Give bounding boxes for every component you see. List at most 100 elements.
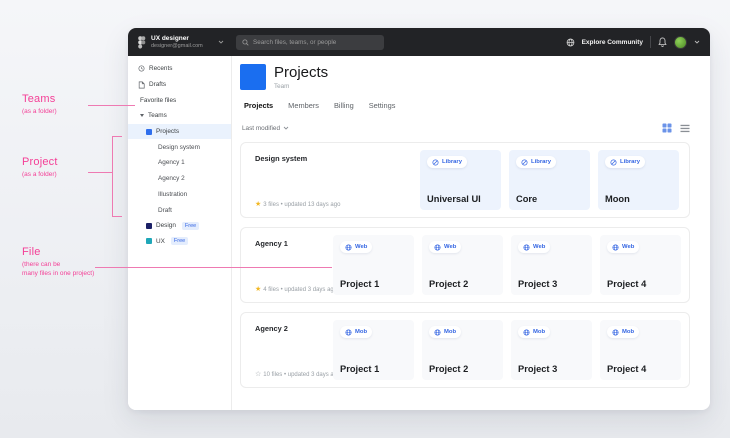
file-tile-project-1[interactable]: Mob Project 1 <box>333 320 414 380</box>
sidebar-item-label: Agency 1 <box>158 159 185 167</box>
file-tile-universal-ui[interactable]: Library Universal UI <box>420 150 501 210</box>
sidebar-project-design-system[interactable]: Design system <box>128 139 231 155</box>
caret-down-icon <box>140 114 144 118</box>
tab-billing[interactable]: Billing <box>333 101 354 110</box>
chevron-down-icon[interactable] <box>694 40 700 44</box>
file-tile-project-1[interactable]: Web Project 1 <box>333 235 414 295</box>
file-tile-project-4[interactable]: Mob Project 4 <box>600 320 681 380</box>
sidebar-item-recents[interactable]: Recents <box>128 61 231 77</box>
workspace-name: UX designer <box>151 35 189 42</box>
file-tile-core[interactable]: Library Core <box>509 150 590 210</box>
file-type-badge: Mob <box>340 326 373 338</box>
team-avatar <box>240 64 266 90</box>
sidebar-item-label: Favorite files <box>140 96 177 104</box>
file-type-badge: Web <box>429 241 462 253</box>
page-header: Projects Team <box>240 64 690 90</box>
annotation-file-subtitle: (there can be many files in one project) <box>22 261 95 278</box>
tab-projects[interactable]: Projects <box>244 101 274 110</box>
annotation-project-bracket-bottom <box>112 215 122 217</box>
annotation-project-line <box>88 172 112 174</box>
sidebar-item-label: Design system <box>158 143 200 151</box>
mob-globe-icon <box>345 328 352 336</box>
annotation-teams-subtitle: (as a folder) <box>22 108 57 115</box>
project-name: Agency 1 <box>255 239 288 248</box>
sidebar-project-illustration[interactable]: Illustration <box>128 187 231 203</box>
view-toggles <box>662 123 690 133</box>
sidebar-team-projects[interactable]: Projects <box>128 123 231 140</box>
team-color-icon <box>146 222 152 229</box>
app-window: UX designer designer@gmail.com <box>128 28 710 410</box>
star-icon[interactable]: ☆ <box>255 371 262 378</box>
project-name: Design system <box>255 154 308 163</box>
sidebar-item-label: Teams <box>148 112 167 120</box>
sidebar-project-agency-1[interactable]: Agency 1 <box>128 155 231 171</box>
web-globe-icon <box>434 243 441 251</box>
user-avatar[interactable] <box>674 35 687 49</box>
sidebar-item-label: Illustration <box>158 190 188 198</box>
file-tile-moon[interactable]: Library Moon <box>598 150 679 210</box>
sort-label: Last modified <box>242 124 281 132</box>
sidebar-item-drafts[interactable]: Drafts <box>128 77 231 93</box>
sidebar-item-teams[interactable]: Teams <box>128 108 231 124</box>
sidebar-project-agency-2[interactable]: Agency 2 <box>128 171 231 187</box>
sidebar-team-design[interactable]: Design Free <box>128 218 231 234</box>
file-tile-project-3[interactable]: Web Project 3 <box>511 235 592 295</box>
sidebar-team-ux[interactable]: UX Free <box>128 234 231 250</box>
grid-view-icon <box>662 123 672 133</box>
chevron-down-icon <box>218 40 224 44</box>
free-plan-badge: Free <box>170 237 189 246</box>
bell-icon[interactable] <box>658 37 667 47</box>
file-name: Project 4 <box>607 279 647 289</box>
workspace-text: UX designer designer@gmail.com <box>151 35 213 49</box>
topbar-right: Explore Community <box>566 35 710 49</box>
sidebar-item-favorite-files[interactable]: Favorite files <box>128 92 231 108</box>
sidebar-item-label: UX <box>156 237 165 245</box>
file-tile-project-2[interactable]: Web Project 2 <box>422 235 503 295</box>
annotation-project: Project (as a folder) <box>22 156 58 179</box>
sidebar-project-draft[interactable]: Draft <box>128 202 231 218</box>
file-tile-project-3[interactable]: Mob Project 3 <box>511 320 592 380</box>
annotation-project-subtitle: (as a folder) <box>22 171 57 178</box>
file-tiles: Mob Project 1 Mob <box>333 313 691 387</box>
library-icon <box>521 158 528 166</box>
tab-members[interactable]: Members <box>288 101 319 110</box>
file-tile-project-4[interactable]: Web Project 4 <box>600 235 681 295</box>
mob-globe-icon <box>523 328 530 336</box>
file-name: Project 4 <box>607 364 647 374</box>
project-meta-text: 10 files • updated 3 days ago <box>263 372 341 378</box>
project-card-design-system[interactable]: Design system ★ 3 files • updated 13 day… <box>240 142 690 218</box>
file-name: Moon <box>605 194 630 204</box>
project-card-agency-1[interactable]: Agency 1 ★ 4 files • updated 3 days ago <box>240 227 690 303</box>
file-type-badge: Mob <box>518 326 551 338</box>
search-input[interactable] <box>253 38 378 46</box>
clock-icon <box>138 65 145 72</box>
file-name: Core <box>516 194 538 204</box>
project-card-agency-2[interactable]: Agency 2 ☆ 10 files • updated 3 days ago <box>240 312 690 388</box>
file-type-badge: Mob <box>607 326 640 338</box>
star-icon[interactable]: ★ <box>255 201 262 208</box>
free-plan-badge: Free <box>181 221 200 230</box>
sidebar: Recents Drafts Favorite files Teams <box>128 56 232 410</box>
list-view-button[interactable] <box>680 124 690 133</box>
file-name: Project 1 <box>340 279 380 289</box>
file-name: Universal UI <box>427 194 481 204</box>
team-color-icon <box>146 238 152 245</box>
file-tiles: Library Universal UI Library <box>333 143 689 217</box>
search-bar[interactable] <box>236 34 384 50</box>
file-tile-project-2[interactable]: Mob Project 2 <box>422 320 503 380</box>
project-meta: ★ 3 files • updated 13 days ago <box>255 201 340 208</box>
explore-community-link[interactable]: Explore Community <box>581 38 643 46</box>
grid-view-button[interactable] <box>662 123 672 133</box>
star-icon[interactable]: ★ <box>255 286 262 293</box>
toolbar: Last modified <box>242 123 690 133</box>
sort-dropdown[interactable]: Last modified <box>242 125 289 132</box>
workspace-switcher[interactable]: UX designer designer@gmail.com <box>128 28 232 56</box>
file-name: Project 3 <box>518 279 558 289</box>
tab-settings[interactable]: Settings <box>368 101 396 110</box>
project-info: Agency 1 ★ 4 files • updated 3 days ago <box>241 228 337 302</box>
annotation-teams-line <box>88 105 135 107</box>
project-meta-text: 4 files • updated 3 days ago <box>263 287 338 293</box>
file-type-badge: Web <box>518 241 551 253</box>
chevron-down-icon <box>283 126 289 130</box>
window-body: Recents Drafts Favorite files Teams <box>128 56 710 410</box>
